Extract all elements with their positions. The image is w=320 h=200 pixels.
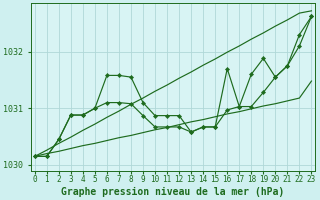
X-axis label: Graphe pression niveau de la mer (hPa): Graphe pression niveau de la mer (hPa) [61,186,285,197]
